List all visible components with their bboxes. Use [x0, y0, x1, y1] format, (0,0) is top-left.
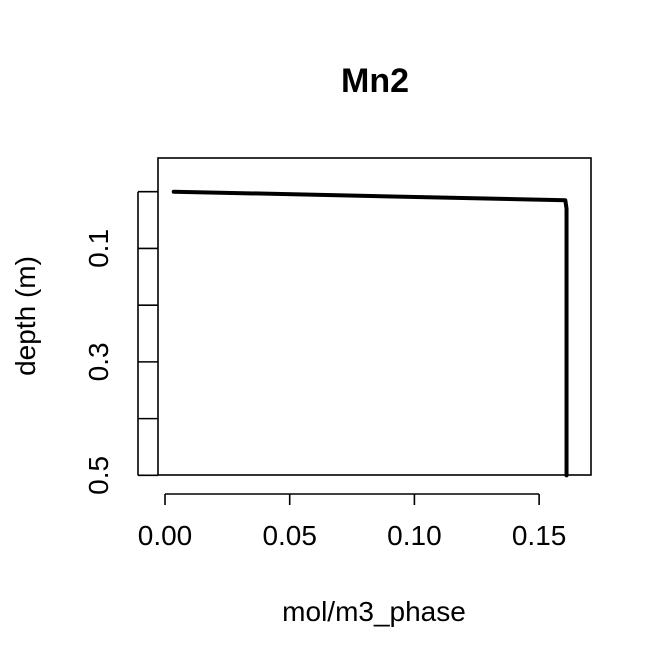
- y-tick-label: 0.1: [83, 229, 114, 268]
- plot-frame: [157, 157, 592, 476]
- chart-title: Mn2: [341, 62, 409, 100]
- series-line: [171, 189, 569, 478]
- x-tick-label: 0.15: [512, 520, 567, 551]
- x-tick-label: 0.00: [138, 520, 193, 551]
- y-tick-label: 0.3: [83, 342, 114, 381]
- x-axis: 0.00 0.05 0.10 0.15: [138, 493, 567, 551]
- series-layer: [171, 189, 569, 478]
- x-axis-title: mol/m3_phase: [282, 596, 466, 627]
- y-axis-title: depth (m): [10, 256, 41, 376]
- x-tick-label: 0.10: [387, 520, 442, 551]
- y-axis: 0.1 0.3 0.5: [83, 190, 158, 495]
- y-tick-label: 0.5: [83, 456, 114, 495]
- x-tick-label: 0.05: [262, 520, 317, 551]
